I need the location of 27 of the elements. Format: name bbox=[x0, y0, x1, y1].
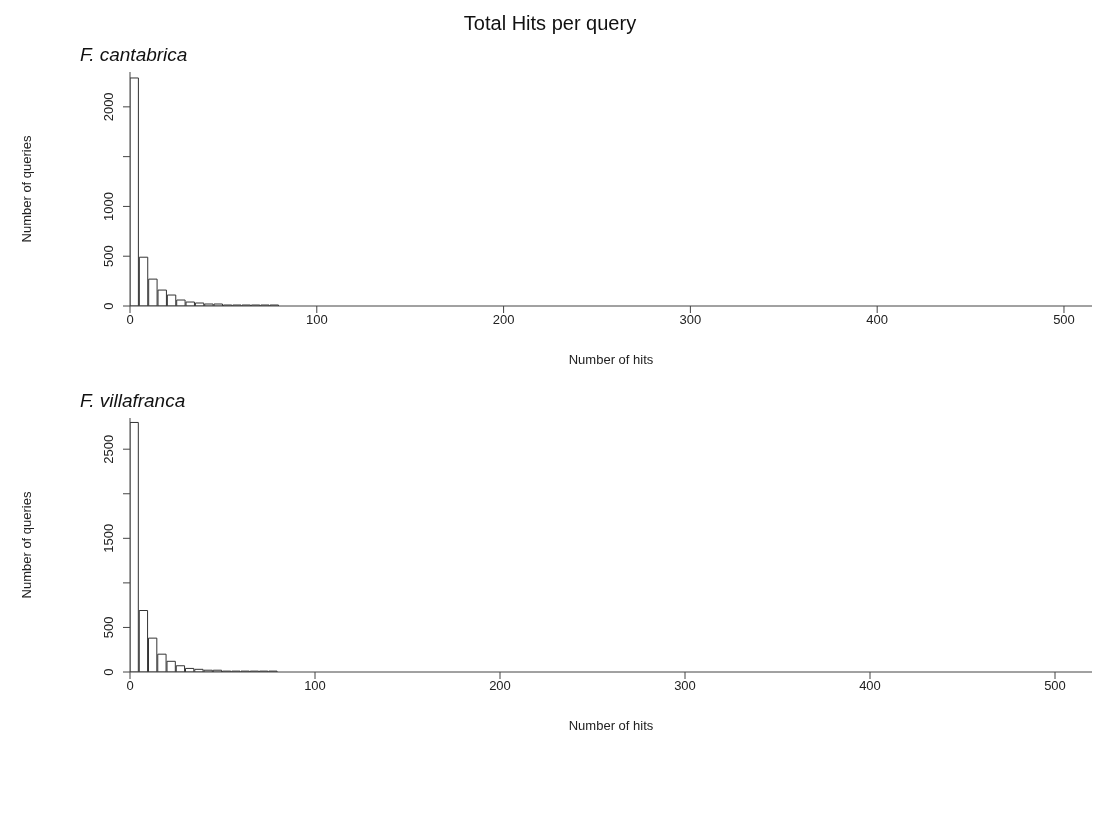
x-tick-label: 200 bbox=[492, 312, 515, 328]
y-tick-label: 0 bbox=[101, 302, 116, 310]
x-tick-label: 500 bbox=[1053, 312, 1075, 328]
x-tick-label: 400 bbox=[866, 312, 889, 328]
chart-title: Total Hits per query bbox=[462, 12, 638, 35]
x-tick-label: 300 bbox=[674, 678, 696, 694]
y-tick-label: 500 bbox=[101, 245, 116, 268]
x-tick-label: 200 bbox=[489, 678, 511, 694]
y-tick-label: 0 bbox=[101, 668, 116, 676]
y-tick-label: 1500 bbox=[101, 523, 116, 553]
y-tick-label: 2000 bbox=[101, 92, 116, 122]
x-tick-label: 400 bbox=[859, 678, 881, 694]
x-tick-label: 500 bbox=[1044, 678, 1066, 694]
x-tick-label: 300 bbox=[679, 312, 702, 328]
y-tick-label: 500 bbox=[101, 616, 116, 639]
y-tick-label: 2500 bbox=[101, 434, 116, 464]
chart-subtitle: F. cantabrica bbox=[80, 44, 188, 66]
y-axis-title: Number of queries bbox=[18, 491, 34, 599]
x-axis-title: Number of hits bbox=[568, 352, 654, 367]
y-axis-title: Number of queries bbox=[18, 135, 34, 243]
chart-subtitle: F. villafranca bbox=[80, 390, 186, 412]
x-tick-label: 0 bbox=[126, 678, 134, 694]
y-tick-label: 1000 bbox=[101, 191, 116, 221]
x-tick-label: 100 bbox=[304, 678, 326, 694]
x-axis-title: Number of hits bbox=[568, 718, 654, 733]
x-tick-label: 100 bbox=[305, 312, 328, 328]
x-tick-label: 0 bbox=[126, 312, 134, 328]
